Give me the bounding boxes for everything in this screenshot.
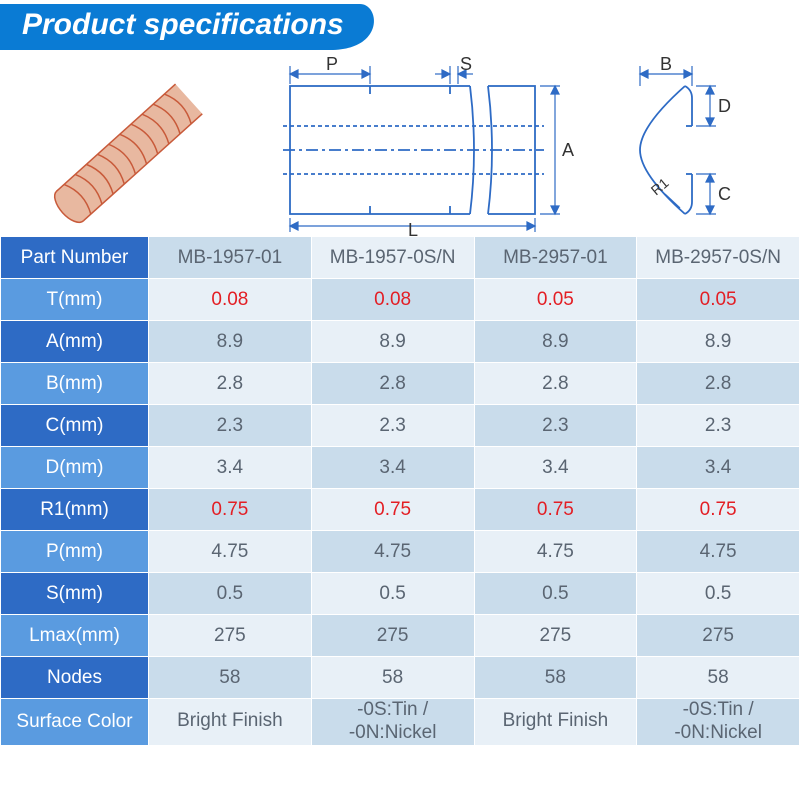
table-cell: Bright Finish [474,699,637,746]
spec-table: Part Number MB-1957-01 MB-1957-0S/N MB-2… [0,236,800,746]
table-cell: 0.08 [311,279,474,321]
dim-label-A: A [562,140,574,160]
table-cell: 0.5 [149,573,312,615]
table-cell: 58 [637,657,800,699]
table-row: Surface ColorBright Finish-0S:Tin / -0N:… [1,699,800,746]
table-row: Nodes58585858 [1,657,800,699]
dim-label-B: B [660,56,672,74]
table-row: Lmax(mm)275275275275 [1,615,800,657]
table-cell: -0S:Tin / -0N:Nickel [637,699,800,746]
row-label: C(mm) [1,405,149,447]
table-cell: 58 [474,657,637,699]
table-cell: 3.4 [311,447,474,489]
table-body: T(mm)0.080.080.050.05A(mm)8.98.98.98.9B(… [1,279,800,746]
row-label: B(mm) [1,363,149,405]
row-label: R1(mm) [1,489,149,531]
dim-label-L: L [408,220,418,236]
row-label: T(mm) [1,279,149,321]
table-cell: 3.4 [474,447,637,489]
table-cell: 0.05 [474,279,637,321]
table-cell: 2.3 [311,405,474,447]
table-cell: 4.75 [474,531,637,573]
table-cell: 2.8 [637,363,800,405]
table-cell: 2.8 [474,363,637,405]
table-cell: 8.9 [311,321,474,363]
col-header-1: MB-1957-01 [149,237,312,279]
table-cell: 0.75 [311,489,474,531]
table-cell: -0S:Tin / -0N:Nickel [311,699,474,746]
row-label: A(mm) [1,321,149,363]
table-row: A(mm)8.98.98.98.9 [1,321,800,363]
table-cell: 58 [311,657,474,699]
table-cell: 3.4 [149,447,312,489]
row-label: S(mm) [1,573,149,615]
table-cell: 2.3 [637,405,800,447]
table-cell: 275 [474,615,637,657]
col-header-3: MB-2957-01 [474,237,637,279]
table-row: P(mm)4.754.754.754.75 [1,531,800,573]
table-cell: 4.75 [637,531,800,573]
dim-label-S: S [460,56,472,74]
table-row: T(mm)0.080.080.050.05 [1,279,800,321]
table-cell: 0.5 [311,573,474,615]
table-cell: 2.8 [311,363,474,405]
col-header-4: MB-2957-0S/N [637,237,800,279]
table-header-row: Part Number MB-1957-01 MB-1957-0S/N MB-2… [1,237,800,279]
dim-label-D: D [718,96,731,116]
col-header-2: MB-1957-0S/N [311,237,474,279]
header-bar: Product specifications [0,0,800,56]
table-cell: 0.5 [637,573,800,615]
table-cell: 0.75 [474,489,637,531]
table-cell: 0.75 [637,489,800,531]
table-row: S(mm)0.50.50.50.5 [1,573,800,615]
table-row: D(mm)3.43.43.43.4 [1,447,800,489]
table-cell: 3.4 [637,447,800,489]
row-label: Lmax(mm) [1,615,149,657]
table-cell: 8.9 [637,321,800,363]
table-cell: 2.3 [474,405,637,447]
table-row: C(mm)2.32.32.32.3 [1,405,800,447]
page-title: Product specifications [22,8,344,42]
table-cell: 2.3 [149,405,312,447]
table-cell: 4.75 [149,531,312,573]
row-label: D(mm) [1,447,149,489]
table-cell: 2.8 [149,363,312,405]
row-label: P(mm) [1,531,149,573]
dim-label-C: C [718,184,731,204]
table-cell: 0.05 [637,279,800,321]
table-cell: 275 [149,615,312,657]
table-cell: 8.9 [474,321,637,363]
spec-diagram: P S A L [0,56,800,236]
table-cell: 275 [311,615,474,657]
table-cell: 58 [149,657,312,699]
row-label: Surface Color [1,699,149,746]
table-cell: Bright Finish [149,699,312,746]
row-label: Nodes [1,657,149,699]
col-header-partnum: Part Number [1,237,149,279]
table-cell: 4.75 [311,531,474,573]
table-cell: 275 [637,615,800,657]
table-cell: 0.75 [149,489,312,531]
table-row: B(mm)2.82.82.82.8 [1,363,800,405]
table-cell: 8.9 [149,321,312,363]
table-cell: 0.08 [149,279,312,321]
table-cell: 0.5 [474,573,637,615]
table-row: R1(mm)0.750.750.750.75 [1,489,800,531]
diagram-area: P S A L [0,56,800,236]
dim-label-P: P [326,56,338,74]
